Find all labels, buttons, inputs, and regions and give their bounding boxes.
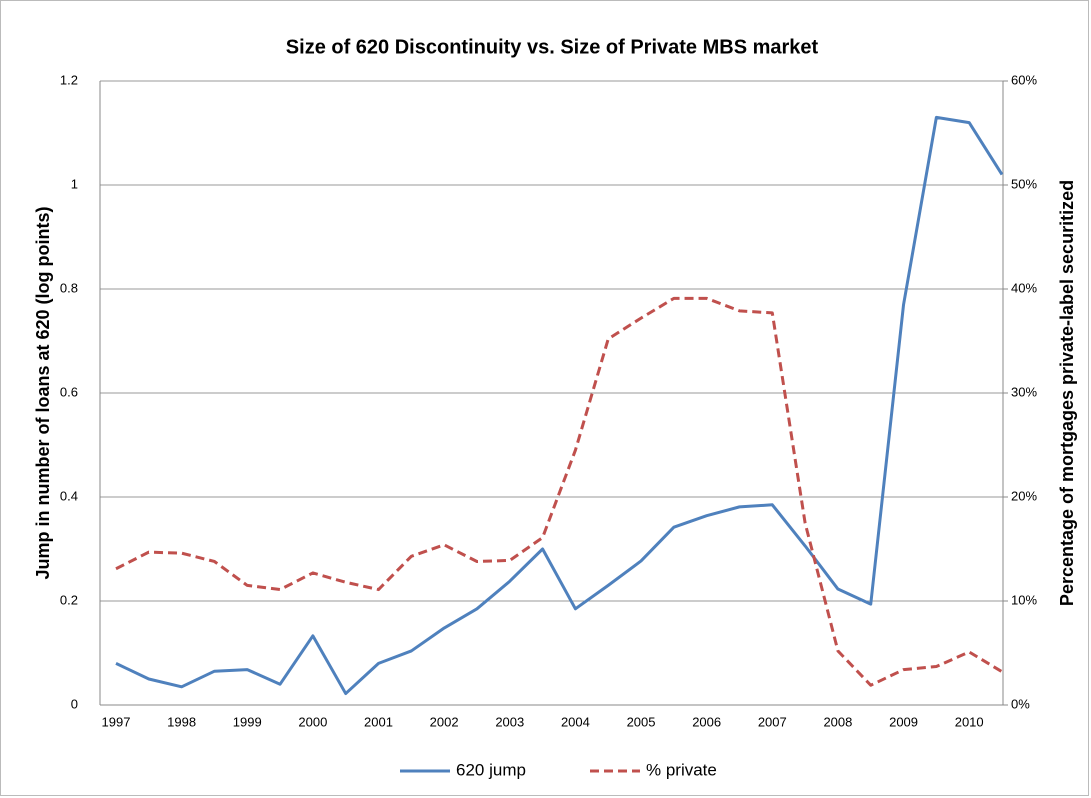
x-tick-label: 2005 [627, 714, 656, 729]
x-tick-label: 1997 [102, 714, 131, 729]
y-tick-label: 1 [71, 176, 78, 191]
y2-tick-label: 0% [1011, 696, 1030, 711]
x-tick-label: 2010 [955, 714, 984, 729]
y-tick-label: 0.8 [60, 280, 78, 295]
legend-label: 620 jump [456, 760, 526, 779]
y-axis-title: Jump in number of loans at 620 (log poin… [33, 206, 53, 579]
y2-axis-title: Percentage of mortgages private-label se… [1057, 180, 1077, 606]
y2-tick-label: 40% [1011, 280, 1037, 295]
series-line [115, 296, 1003, 687]
y2-tick-label: 50% [1011, 176, 1037, 191]
x-tick-label: 1999 [233, 714, 262, 729]
y-tick-label: 1.2 [60, 72, 78, 87]
x-tick-label: 2004 [561, 714, 590, 729]
y2-tick-label: 60% [1011, 72, 1037, 87]
x-tick-label: 2006 [692, 714, 721, 729]
y-tick-label: 0 [71, 696, 78, 711]
y-tick-label: 0.2 [60, 592, 78, 607]
y-tick-label: 0.6 [60, 384, 78, 399]
x-tick-label: 2000 [298, 714, 327, 729]
x-tick-label: 2009 [889, 714, 918, 729]
y2-tick-label: 20% [1011, 488, 1037, 503]
x-tick-label: 2001 [364, 714, 393, 729]
series-line [115, 115, 1004, 696]
x-tick-label: 2008 [823, 714, 852, 729]
x-tick-label: 2007 [758, 714, 787, 729]
x-tick-label: 2002 [430, 714, 459, 729]
y2-tick-label: 10% [1011, 592, 1037, 607]
legend-label: % private [646, 760, 717, 779]
chart-title: Size of 620 Discontinuity vs. Size of Pr… [286, 36, 819, 58]
y2-tick-label: 30% [1011, 384, 1037, 399]
x-tick-label: 2003 [495, 714, 524, 729]
y-tick-label: 0.4 [60, 488, 78, 503]
x-tick-label: 1998 [167, 714, 196, 729]
